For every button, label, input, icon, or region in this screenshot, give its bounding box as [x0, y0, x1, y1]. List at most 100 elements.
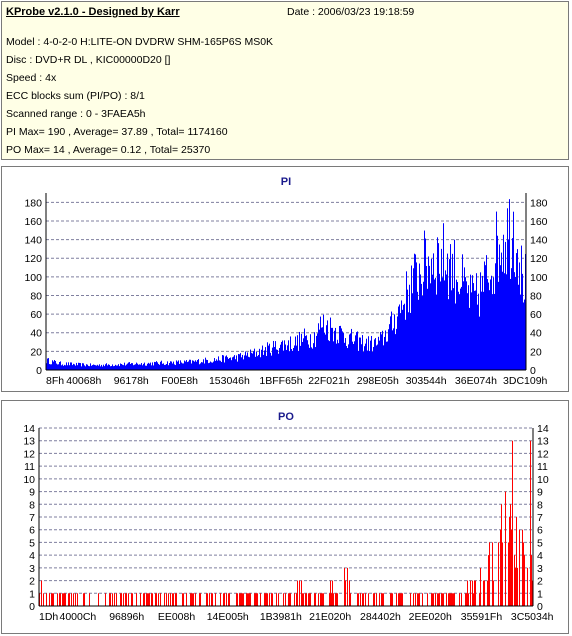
data-bar: [330, 580, 331, 606]
x-tick-label: 14E005h: [207, 611, 249, 623]
data-bar: [116, 593, 117, 606]
y-tick-label-left: 13: [23, 436, 35, 448]
data-bar: [392, 593, 393, 606]
data-bar: [524, 555, 525, 606]
data-bar: [335, 327, 336, 370]
data-bar: [56, 363, 57, 370]
data-series: [46, 199, 526, 370]
data-bar: [296, 345, 297, 370]
data-bar: [140, 593, 141, 606]
data-bar: [373, 346, 374, 370]
data-bar: [207, 360, 208, 370]
data-bar: [242, 354, 243, 370]
data-bar: [223, 355, 224, 370]
data-bar: [132, 363, 133, 370]
info-disc: Disc : DVD+R DL , KIC00000D20 []: [6, 54, 171, 66]
data-bar: [336, 343, 337, 370]
data-bar: [272, 347, 273, 370]
data-bar: [217, 360, 218, 370]
data-bar: [164, 593, 165, 606]
y-tick-label-left: 2: [29, 576, 35, 588]
data-bar: [55, 360, 56, 370]
data-bar: [98, 593, 99, 606]
data-bar: [74, 364, 75, 370]
data-bar: [145, 365, 146, 370]
data-bar: [156, 593, 157, 606]
data-bar: [511, 268, 512, 370]
pi-chart: PI 0 0 20 20 40 40 60 60 80 80 100 100 120 120 140 140 16…: [24, 176, 548, 387]
data-bar: [270, 352, 271, 370]
data-bar: [372, 351, 373, 370]
data-bar: [443, 593, 444, 606]
data-bar: [493, 277, 494, 370]
data-bar: [41, 580, 42, 606]
data-bar: [128, 362, 129, 370]
data-bar: [100, 366, 101, 370]
data-bar: [77, 593, 78, 606]
info-pi-summary: PI Max= 190 , Average= 37.89 , Total= 11…: [6, 126, 228, 138]
data-bar: [503, 234, 504, 370]
y-tick-label-left: 180: [24, 197, 42, 209]
data-bar: [284, 340, 285, 370]
data-bar: [137, 363, 138, 370]
data-bar: [247, 593, 248, 606]
data-bar: [297, 335, 298, 370]
data-bar: [223, 593, 224, 606]
data-bar: [66, 362, 67, 370]
data-bar: [57, 364, 58, 370]
data-bar: [188, 361, 189, 370]
data-bar: [239, 593, 240, 606]
data-bar: [484, 261, 485, 370]
data-bar: [288, 593, 289, 606]
data-bar: [333, 341, 334, 370]
data-bar: [252, 353, 253, 370]
data-bar: [142, 365, 143, 370]
data-bar: [498, 542, 499, 606]
y-tick-label-left: 80: [30, 290, 42, 302]
data-bar: [62, 364, 63, 370]
data-bar: [404, 303, 405, 370]
data-bar: [199, 593, 200, 606]
data-bar: [298, 351, 299, 370]
data-bar: [260, 357, 261, 370]
data-bar: [121, 364, 122, 370]
data-bar: [70, 362, 71, 370]
data-bar: [329, 341, 330, 370]
y-tick-label-right: 11: [537, 461, 548, 473]
data-bar: [501, 252, 502, 370]
y-tick-label-right: 9: [537, 487, 543, 499]
data-bar: [376, 345, 377, 370]
y-tick-label-right: 1: [537, 588, 543, 600]
data-bar: [412, 293, 413, 370]
data-bar: [417, 593, 418, 606]
data-bar: [312, 348, 313, 370]
data-bar: [120, 593, 121, 606]
po-chart-panel: PO 0 0 1 1 2 2 3 3 4 4 5 5 6 6 7 7 8 8 9 9 10 10 11 11 12 12 13 13 14…: [1, 400, 569, 634]
x-tick-label: 35591Fh: [461, 611, 503, 623]
data-bar: [370, 340, 371, 370]
data-bar: [260, 593, 261, 606]
data-bar: [324, 332, 325, 370]
data-bar: [187, 362, 188, 370]
data-bar: [207, 593, 208, 606]
data-bar: [238, 353, 239, 370]
data-bar: [433, 593, 434, 606]
data-bar: [244, 355, 245, 370]
data-bar: [332, 580, 333, 606]
data-bar: [161, 360, 162, 370]
data-bar: [289, 351, 290, 370]
data-bar: [151, 593, 152, 606]
data-bar: [247, 352, 248, 370]
data-bar: [432, 274, 433, 370]
data-bar: [125, 593, 126, 606]
data-bar: [433, 253, 434, 370]
data-bar: [409, 284, 410, 370]
y-tick-label-right: 160: [530, 216, 548, 228]
data-bar: [131, 363, 132, 370]
data-bar: [447, 253, 448, 370]
data-bar: [453, 593, 454, 606]
data-bar: [272, 593, 273, 606]
data-bar: [287, 345, 288, 370]
data-bar: [497, 235, 498, 370]
data-bar: [474, 290, 475, 370]
